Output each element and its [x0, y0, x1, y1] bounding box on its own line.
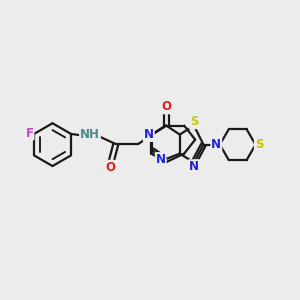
Text: N: N: [156, 153, 166, 166]
Text: N: N: [144, 128, 154, 141]
Text: O: O: [105, 161, 115, 174]
Text: O: O: [161, 100, 171, 113]
Text: F: F: [26, 127, 34, 140]
Text: N: N: [189, 160, 199, 173]
Text: NH: NH: [80, 128, 100, 141]
Text: S: S: [255, 138, 263, 151]
Text: S: S: [190, 115, 198, 128]
Text: N: N: [211, 138, 221, 151]
